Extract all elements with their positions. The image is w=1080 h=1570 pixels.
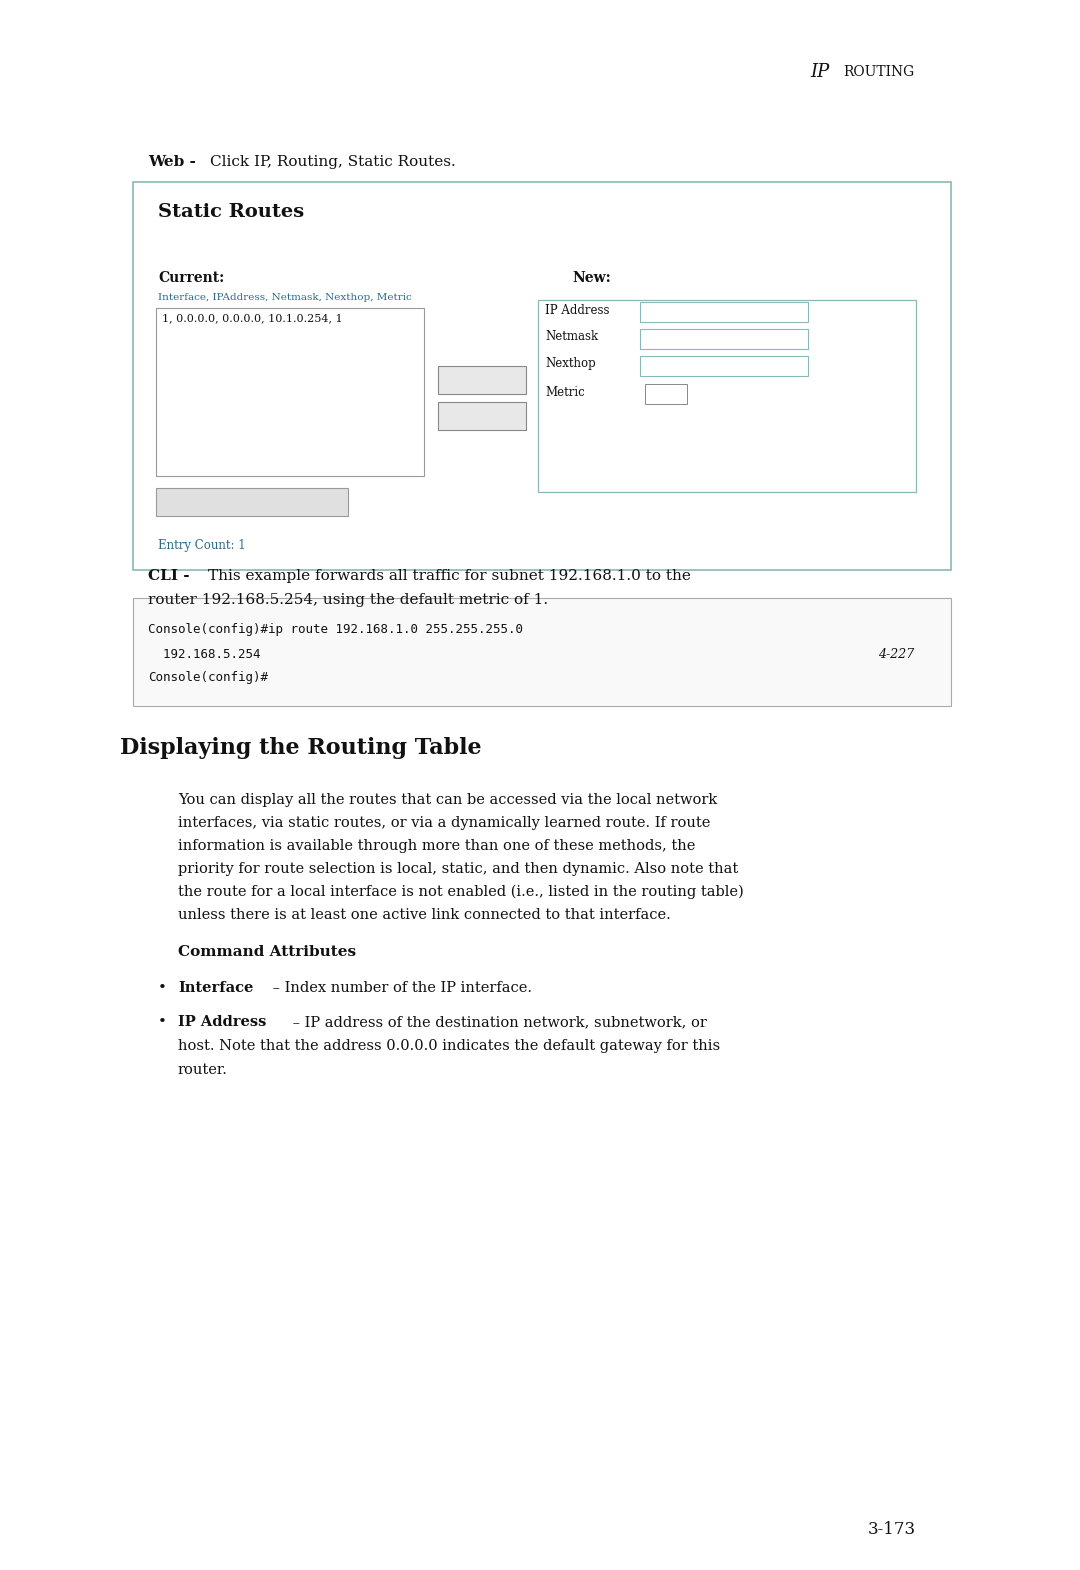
Text: IP: IP [810, 63, 835, 82]
Text: the route for a local interface is not enabled (i.e., listed in the routing tabl: the route for a local interface is not e… [178, 885, 744, 900]
Text: interfaces, via static routes, or via a dynamically learned route. If route: interfaces, via static routes, or via a … [178, 816, 711, 831]
Text: This example forwards all traffic for subnet 192.168.1.0 to the: This example forwards all traffic for su… [208, 568, 691, 582]
Text: 3-173: 3-173 [868, 1521, 916, 1539]
Text: New:: New: [572, 272, 611, 286]
Text: Console(config)#ip route 192.168.1.0 255.255.255.0: Console(config)#ip route 192.168.1.0 255… [148, 623, 523, 636]
Text: IP Address: IP Address [545, 303, 609, 317]
Text: 4-227: 4-227 [878, 647, 915, 661]
Text: – IP address of the destination network, subnetwork, or: – IP address of the destination network,… [288, 1014, 707, 1028]
Text: Web -: Web - [148, 155, 201, 170]
Text: CLI -: CLI - [148, 568, 194, 582]
Text: Click IP, Routing, Static Routes.: Click IP, Routing, Static Routes. [210, 155, 456, 170]
Text: 192.168.5.254: 192.168.5.254 [148, 647, 260, 661]
Text: Interface, IPAddress, Netmask, Nexthop, Metric: Interface, IPAddress, Netmask, Nexthop, … [158, 294, 411, 303]
Text: Displaying the Routing Table: Displaying the Routing Table [120, 736, 482, 758]
Text: Static Routes: Static Routes [158, 203, 305, 221]
Text: priority for route selection is local, static, and then dynamic. Also note that: priority for route selection is local, s… [178, 862, 739, 876]
Text: 1 ▾: 1 ▾ [650, 388, 665, 397]
Text: 1, 0.0.0.0, 0.0.0.0, 10.1.0.254, 1: 1, 0.0.0.0, 0.0.0.0, 10.1.0.254, 1 [162, 312, 342, 323]
Text: Current:: Current: [158, 272, 225, 286]
Text: Nexthop: Nexthop [545, 358, 596, 371]
Text: Command Attributes: Command Attributes [178, 945, 356, 959]
Text: router 192.168.5.254, using the default metric of 1.: router 192.168.5.254, using the default … [148, 593, 549, 608]
Text: •: • [158, 981, 167, 995]
Text: << Add: << Add [459, 374, 505, 386]
Text: unless there is at least one active link connected to that interface.: unless there is at least one active link… [178, 907, 671, 922]
Text: Interface: Interface [178, 981, 254, 995]
Text: Clear all static routes: Clear all static routes [191, 498, 313, 507]
Text: Remove: Remove [458, 410, 505, 422]
Text: information is available through more than one of these methods, the: information is available through more th… [178, 838, 696, 853]
Text: Entry Count: 1: Entry Count: 1 [158, 540, 245, 553]
Text: router.: router. [178, 1063, 228, 1077]
Text: Console(config)#: Console(config)# [148, 672, 268, 685]
Text: – Index number of the IP interface.: – Index number of the IP interface. [268, 981, 532, 995]
Text: ROUTING: ROUTING [843, 64, 915, 78]
Text: Netmask: Netmask [545, 331, 598, 344]
Text: •: • [158, 1014, 167, 1028]
Text: Metric: Metric [545, 386, 584, 399]
Text: IP Address: IP Address [178, 1014, 267, 1028]
Text: You can display all the routes that can be accessed via the local network: You can display all the routes that can … [178, 793, 717, 807]
Text: host. Note that the address 0.0.0.0 indicates the default gateway for this: host. Note that the address 0.0.0.0 indi… [178, 1039, 720, 1053]
